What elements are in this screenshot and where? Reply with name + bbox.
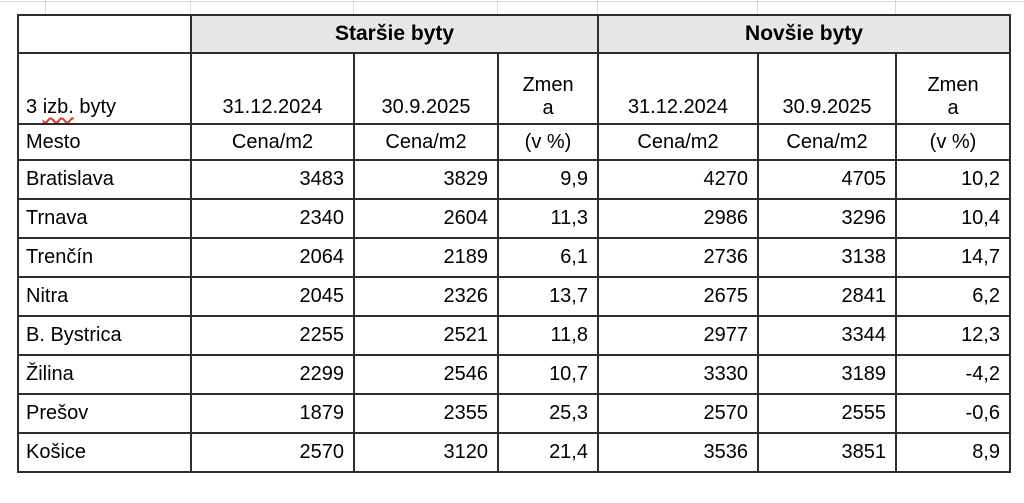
city-cell[interactable]: Nitra bbox=[17, 276, 192, 317]
newer-price-end-cell[interactable]: 4705 bbox=[757, 159, 897, 200]
newer-price-end-cell[interactable]: 3344 bbox=[757, 315, 897, 356]
group-header-row: Staršie byty Novšie byty bbox=[17, 14, 1011, 54]
date-header-row: 3 izb. byty 31.12.2024 30.9.2025 Zmen a … bbox=[17, 52, 1011, 125]
spreadsheet-gridline-vertical bbox=[353, 0, 354, 14]
older-change-cell[interactable]: 10,7 bbox=[497, 354, 599, 395]
price-unit-cell[interactable]: Cena/m2 bbox=[757, 123, 897, 161]
older-change-cell[interactable]: 11,3 bbox=[497, 198, 599, 239]
newer-price-start-cell[interactable]: 2570 bbox=[597, 393, 759, 434]
spreadsheet-gridline-vertical bbox=[497, 0, 498, 14]
city-cell[interactable]: Trenčín bbox=[17, 237, 192, 278]
spreadsheet-gridline-horizontal bbox=[0, 1, 1024, 2]
older-date-start-cell[interactable]: 31.12.2024 bbox=[190, 52, 355, 125]
newer-change-cell[interactable]: 8,9 bbox=[895, 432, 1011, 473]
table-row: Trenčín 2064 2189 6,1 2736 3138 14,7 bbox=[17, 237, 1011, 278]
older-price-start-cell[interactable]: 2299 bbox=[190, 354, 355, 395]
older-price-start-cell[interactable]: 3483 bbox=[190, 159, 355, 200]
older-flats-header-cell[interactable]: Staršie byty bbox=[190, 14, 599, 54]
older-change-header-cell[interactable]: Zmen a bbox=[497, 52, 599, 125]
newer-price-end-cell[interactable]: 2841 bbox=[757, 276, 897, 317]
city-cell[interactable]: Košice bbox=[17, 432, 192, 473]
older-price-start-cell[interactable]: 2340 bbox=[190, 198, 355, 239]
spreadsheet-gridline-vertical bbox=[190, 0, 191, 14]
newer-price-start-cell[interactable]: 2675 bbox=[597, 276, 759, 317]
unit-header-row: Mesto Cena/m2 Cena/m2 (v %) Cena/m2 Cena… bbox=[17, 123, 1011, 161]
table-row: Košice 2570 3120 21,4 3536 3851 8,9 bbox=[17, 432, 1011, 473]
older-price-end-cell[interactable]: 2546 bbox=[353, 354, 499, 395]
percent-unit-cell[interactable]: (v %) bbox=[497, 123, 599, 161]
older-price-end-cell[interactable]: 2189 bbox=[353, 237, 499, 278]
newer-change-cell[interactable]: -0,6 bbox=[895, 393, 1011, 434]
price-unit-cell[interactable]: Cena/m2 bbox=[597, 123, 759, 161]
table-row: Prešov 1879 2355 25,3 2570 2555 -0,6 bbox=[17, 393, 1011, 434]
older-price-end-cell[interactable]: 3120 bbox=[353, 432, 499, 473]
newer-price-start-cell[interactable]: 2977 bbox=[597, 315, 759, 356]
older-price-end-cell[interactable]: 2521 bbox=[353, 315, 499, 356]
older-price-end-cell[interactable]: 2604 bbox=[353, 198, 499, 239]
newer-price-end-cell[interactable]: 2555 bbox=[757, 393, 897, 434]
subject-suffix: byty bbox=[73, 96, 117, 118]
newer-price-start-cell[interactable]: 3330 bbox=[597, 354, 759, 395]
newer-price-end-cell[interactable]: 3138 bbox=[757, 237, 897, 278]
newer-change-cell[interactable]: -4,2 bbox=[895, 354, 1011, 395]
older-price-end-cell[interactable]: 2326 bbox=[353, 276, 499, 317]
table-row: Bratislava 3483 3829 9,9 4270 4705 10,2 bbox=[17, 159, 1011, 200]
newer-change-cell[interactable]: 12,3 bbox=[895, 315, 1011, 356]
city-cell[interactable]: Trnava bbox=[17, 198, 192, 239]
table-row: Trnava 2340 2604 11,3 2986 3296 10,4 bbox=[17, 198, 1011, 239]
newer-price-end-cell[interactable]: 3296 bbox=[757, 198, 897, 239]
subject-prefix: 3 bbox=[26, 96, 43, 118]
city-cell[interactable]: Prešov bbox=[17, 393, 192, 434]
newer-price-end-cell[interactable]: 3189 bbox=[757, 354, 897, 395]
older-change-cell[interactable]: 21,4 bbox=[497, 432, 599, 473]
newer-date-end-cell[interactable]: 30.9.2025 bbox=[757, 52, 897, 125]
table-row: Nitra 2045 2326 13,7 2675 2841 6,2 bbox=[17, 276, 1011, 317]
older-price-end-cell[interactable]: 2355 bbox=[353, 393, 499, 434]
spreadsheet-gridline-vertical bbox=[597, 0, 598, 14]
newer-price-start-cell[interactable]: 2986 bbox=[597, 198, 759, 239]
older-price-start-cell[interactable]: 2255 bbox=[190, 315, 355, 356]
older-price-start-cell[interactable]: 2570 bbox=[190, 432, 355, 473]
older-change-cell[interactable]: 9,9 bbox=[497, 159, 599, 200]
older-date-end-cell[interactable]: 30.9.2025 bbox=[353, 52, 499, 125]
spreadsheet-gridline-vertical bbox=[45, 0, 46, 14]
subject-cell[interactable]: 3 izb. byty bbox=[17, 52, 192, 125]
subject-flagged-word: izb. bbox=[42, 96, 74, 118]
older-price-start-cell[interactable]: 2064 bbox=[190, 237, 355, 278]
older-change-cell[interactable]: 25,3 bbox=[497, 393, 599, 434]
city-cell[interactable]: Bratislava bbox=[17, 159, 192, 200]
city-header-cell[interactable]: Mesto bbox=[17, 123, 192, 161]
spreadsheet-gridline-vertical bbox=[757, 0, 758, 14]
older-price-start-cell[interactable]: 2045 bbox=[190, 276, 355, 317]
older-price-start-cell[interactable]: 1879 bbox=[190, 393, 355, 434]
newer-change-cell[interactable]: 6,2 bbox=[895, 276, 1011, 317]
table-row: B. Bystrica 2255 2521 11,8 2977 3344 12,… bbox=[17, 315, 1011, 356]
price-unit-cell[interactable]: Cena/m2 bbox=[190, 123, 355, 161]
newer-change-header-cell[interactable]: Zmen a bbox=[895, 52, 1011, 125]
older-change-cell[interactable]: 13,7 bbox=[497, 276, 599, 317]
newer-change-cell[interactable]: 10,4 bbox=[895, 198, 1011, 239]
newer-price-start-cell[interactable]: 4270 bbox=[597, 159, 759, 200]
newer-change-cell[interactable]: 10,2 bbox=[895, 159, 1011, 200]
table-row: Žilina 2299 2546 10,7 3330 3189 -4,2 bbox=[17, 354, 1011, 395]
price-table: Staršie byty Novšie byty 3 izb. byty 31.… bbox=[17, 14, 1011, 473]
newer-price-start-cell[interactable]: 3536 bbox=[597, 432, 759, 473]
newer-price-end-cell[interactable]: 3851 bbox=[757, 432, 897, 473]
older-change-cell[interactable]: 11,8 bbox=[497, 315, 599, 356]
newer-date-start-cell[interactable]: 31.12.2024 bbox=[597, 52, 759, 125]
newer-price-start-cell[interactable]: 2736 bbox=[597, 237, 759, 278]
older-price-end-cell[interactable]: 3829 bbox=[353, 159, 499, 200]
spreadsheet-gridline-vertical bbox=[895, 0, 896, 14]
newer-change-cell[interactable]: 14,7 bbox=[895, 237, 1011, 278]
older-change-cell[interactable]: 6,1 bbox=[497, 237, 599, 278]
price-unit-cell[interactable]: Cena/m2 bbox=[353, 123, 499, 161]
city-cell[interactable]: Žilina bbox=[17, 354, 192, 395]
blank-corner-cell[interactable] bbox=[17, 14, 192, 54]
newer-flats-header-cell[interactable]: Novšie byty bbox=[597, 14, 1011, 54]
city-cell[interactable]: B. Bystrica bbox=[17, 315, 192, 356]
percent-unit-cell[interactable]: (v %) bbox=[895, 123, 1011, 161]
